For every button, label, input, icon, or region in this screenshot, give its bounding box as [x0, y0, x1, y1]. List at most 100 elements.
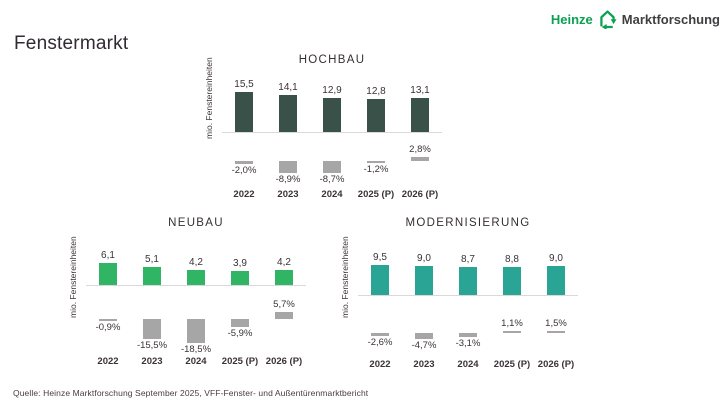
bar	[371, 265, 389, 295]
change-column: -1,2%	[354, 133, 398, 189]
change-bar	[459, 333, 477, 337]
bar	[279, 95, 297, 132]
bar	[275, 270, 293, 285]
year-label: 2025 (P)	[357, 189, 395, 200]
bar-value-label: 9,5	[373, 252, 387, 263]
page-title: Fenstermarkt	[14, 32, 129, 54]
change-bars-area: -2,0% -8,9% -8,7% -1,2% 2,8%	[222, 133, 442, 189]
bar-value-label: 8,7	[461, 254, 475, 265]
change-bar	[143, 319, 161, 339]
change-bar	[323, 161, 341, 173]
change-column: -15,5%	[130, 286, 174, 356]
year-label: 2024	[185, 356, 207, 367]
year-label: 2023	[141, 356, 163, 367]
y-axis-label: mio. Fenstereinheiten	[68, 236, 78, 318]
company-logo: Heinze Marktforschung	[551, 9, 720, 29]
bar-value-label: 3,9	[233, 258, 247, 269]
chart-title: NEUBAU	[168, 217, 224, 229]
bar-column: 12,9	[310, 85, 354, 132]
bar-value-label: 8,8	[505, 254, 519, 265]
change-column: -0,9%	[86, 286, 130, 356]
bar-column: 4,2	[174, 257, 218, 285]
change-value-label: 1,5%	[545, 318, 567, 329]
year-label: 2022	[233, 189, 255, 200]
change-bars-area: -2,6% -4,7% -3,1% 1,1% 1,5%	[358, 296, 578, 359]
change-column: -2,0%	[222, 133, 266, 189]
year-label: 2025 (P)	[493, 359, 531, 370]
change-column: -3,1%	[446, 296, 490, 359]
bar-column: 15,5	[222, 79, 266, 132]
year-label: 2022	[97, 356, 119, 367]
change-value-label: 2,8%	[409, 144, 431, 155]
y-axis-label: mio. Fenstereinheiten	[340, 236, 350, 318]
bar-value-label: 15,5	[234, 79, 254, 90]
year-label: 2026 (P)	[401, 189, 439, 200]
year-label: 2026 (P)	[537, 359, 575, 370]
logo-brand-text: Heinze	[550, 11, 593, 27]
change-value-label: -5,9%	[227, 328, 253, 339]
bar-column: 9,5	[358, 252, 402, 295]
chart-modernisierung: mio. Fenstereinheiten MODERNISIERUNG 9,5…	[336, 213, 578, 370]
bar	[231, 271, 249, 285]
change-bar	[187, 319, 205, 343]
change-column: 1,5%	[534, 296, 578, 359]
bar-column: 4,2	[262, 257, 306, 285]
change-value-label: -1,2%	[363, 164, 389, 175]
bar-column: 13,1	[398, 85, 442, 132]
bar-column: 9,0	[534, 253, 578, 295]
bar	[547, 266, 565, 295]
change-column: -5,9%	[218, 286, 262, 356]
chart-title: MODERNISIERUNG	[405, 217, 531, 229]
year-axis: 2022 2023 2024 2025 (P) 2026 (P)	[86, 356, 306, 367]
bar	[411, 98, 429, 132]
change-value-label: -4,7%	[411, 340, 437, 351]
bar	[187, 270, 205, 285]
change-bar	[371, 333, 389, 336]
change-bars-area: -0,9% -15,5% -18,5% -5,9% 5,7%	[86, 286, 306, 356]
bar-value-label: 4,2	[189, 257, 203, 268]
year-label: 2023	[413, 359, 435, 370]
year-axis: 2022 2023 2024 2025 (P) 2026 (P)	[222, 189, 442, 200]
bars-area: 15,5 14,1 12,9 12,8 13,1	[222, 70, 442, 133]
bars-area: 9,5 9,0 8,7 8,8 9,0	[358, 233, 578, 296]
bar-value-label: 4,2	[277, 257, 291, 268]
chart-hochbau: mio. Fenstereinheiten HOCHBAU 15,5 14,1 12…	[200, 50, 442, 200]
house-recycle-icon	[597, 9, 618, 29]
bar-value-label: 12,9	[322, 85, 342, 96]
change-bar	[411, 157, 429, 161]
change-value-label: -2,0%	[231, 165, 257, 176]
change-bar	[547, 331, 565, 333]
change-column: 5,7%	[262, 286, 306, 356]
bar	[503, 267, 521, 295]
bar-value-label: 12,8	[366, 86, 386, 97]
bar-column: 6,1	[86, 250, 130, 285]
source-note: Quelle: Heinze Marktforschung September …	[13, 388, 369, 398]
change-value-label: -8,7%	[319, 174, 345, 185]
change-value-label: -2,6%	[367, 337, 393, 348]
bar-value-label: 14,1	[278, 82, 298, 93]
change-bar	[415, 333, 433, 339]
bars-area: 6,1 5,1 4,2 3,9 4,2	[86, 233, 306, 286]
bar-column: 5,1	[130, 254, 174, 285]
bar-column: 12,8	[354, 86, 398, 132]
year-axis: 2022 2023 2024 2025 (P) 2026 (P)	[358, 359, 578, 370]
year-label: 2024	[457, 359, 479, 370]
bar-column: 8,7	[446, 254, 490, 295]
change-column: -8,9%	[266, 133, 310, 189]
change-value-label: -0,9%	[95, 322, 121, 333]
year-label: 2023	[277, 189, 299, 200]
change-bar	[367, 161, 385, 163]
bar-value-label: 6,1	[101, 250, 115, 261]
change-column: -4,7%	[402, 296, 446, 359]
bar	[323, 98, 341, 132]
logo-suffix-text: Marktforschung	[621, 11, 720, 27]
year-label: 2022	[369, 359, 391, 370]
bar-value-label: 9,0	[417, 253, 431, 264]
change-value-label: -18,5%	[180, 344, 212, 355]
bar	[459, 267, 477, 295]
year-label: 2026 (P)	[265, 356, 303, 367]
bar-column: 9,0	[402, 253, 446, 295]
change-bar	[231, 319, 249, 327]
change-value-label: -3,1%	[455, 338, 481, 349]
